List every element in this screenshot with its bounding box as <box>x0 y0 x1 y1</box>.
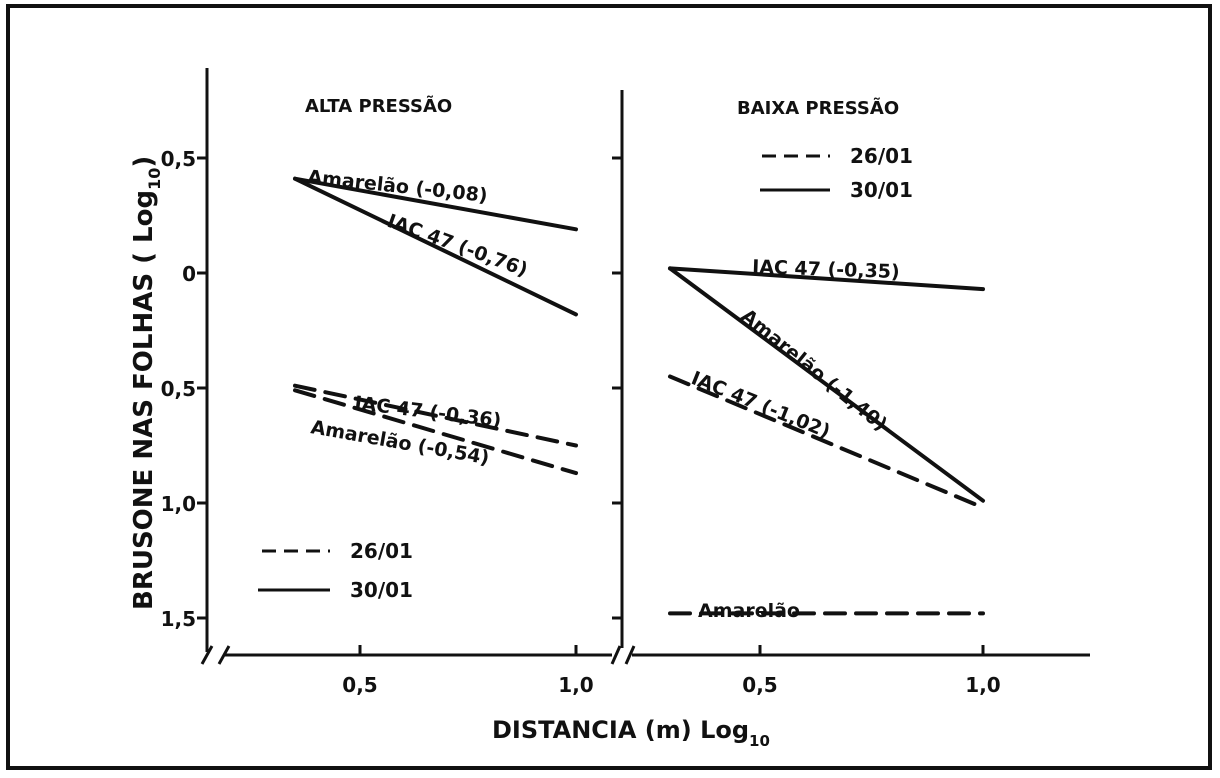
x-tick-label: 1,0 <box>965 673 1000 697</box>
series-label-baixa-3: Amarelão <box>698 600 800 622</box>
y-tick-label: 0,5 <box>161 147 196 171</box>
legend-right-solid-label: 30/01 <box>850 178 913 202</box>
legend-left-dashed-label: 26/01 <box>350 539 413 563</box>
series-line-baixa-0 <box>668 266 985 292</box>
series-line-baixa-2 <box>668 374 985 510</box>
y-tick-label: 1,0 <box>161 492 196 516</box>
x-axis-break-mid <box>610 645 636 665</box>
axes <box>200 68 1090 665</box>
panel-title-right: BAIXA PRESSÃO <box>737 96 899 119</box>
y-axis-label-close: ) <box>129 156 159 168</box>
series-label-alta-1: IAC 47 (-0,76) <box>384 210 530 281</box>
x-axis-label-main: DISTANCIA (m) Log <box>492 716 749 744</box>
y-tick-label: 1,5 <box>161 607 196 631</box>
series-line-alta-1 <box>293 176 578 317</box>
series-label-alta-0: Amarelão (-0,08) <box>306 166 488 207</box>
legend-right: 26/01 30/01 <box>760 144 913 202</box>
series-label-alta-2: IAC 47 (-0,36) <box>353 392 502 432</box>
y-tick-label: 0 <box>182 262 196 286</box>
panel-title-left: ALTA PRESSÃO <box>305 94 452 117</box>
y-axis-label-main: BRUSONE NAS FOLHAS ( Log <box>129 190 159 610</box>
y-axis-label-sub: 10 <box>145 168 164 190</box>
y-tick-label: 0,5 <box>161 377 196 401</box>
tick-labels: 0,5 0 0,5 1,0 1,5 0,5 1,0 0,5 1,0 <box>161 147 1001 697</box>
series-line-alta-0 <box>293 176 578 232</box>
series-line-alta-3 <box>293 388 578 476</box>
x-axis-label: DISTANCIA (m) Log10 <box>492 716 770 750</box>
x-tick-label: 0,5 <box>742 673 777 697</box>
series-label-baixa-0: IAC 47 (-0,35) <box>752 256 900 283</box>
x-tick-label: 1,0 <box>558 673 593 697</box>
legend-left-solid-label: 30/01 <box>350 578 413 602</box>
x-axis-label-sub: 10 <box>749 732 770 750</box>
x-tick-label: 0,5 <box>342 673 377 697</box>
series-line-alta-2 <box>293 383 578 448</box>
series-line-baixa-1 <box>668 266 985 503</box>
y-axis-label: BRUSONE NAS FOLHAS ( Log10) <box>129 156 164 610</box>
figure-frame <box>6 4 1212 770</box>
series-layer <box>293 176 985 616</box>
legend-left: 26/01 30/01 <box>258 539 413 602</box>
ticks <box>197 156 985 655</box>
legend-right-dashed-label: 26/01 <box>850 144 913 168</box>
